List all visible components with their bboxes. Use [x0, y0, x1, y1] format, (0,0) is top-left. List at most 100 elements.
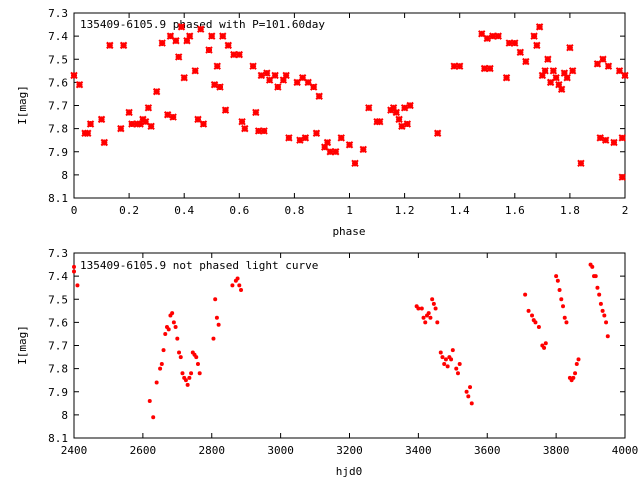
unphased-data-point: [171, 320, 176, 325]
phased-data-point: [566, 43, 574, 52]
unphased-data-point: [151, 415, 156, 420]
unphased-data-point: [530, 313, 535, 318]
unphased-data-point: [213, 297, 218, 302]
unphased-chart: 135409-6105.9 not phased light curve hjd…: [16, 247, 638, 478]
unphased-data-point: [430, 297, 435, 302]
unphased-data-point: [197, 371, 202, 376]
unphased-data-point: [433, 306, 438, 311]
phased-data-point: [505, 39, 513, 47]
phased-data-point: [241, 124, 249, 133]
phased-data-point: [621, 71, 629, 80]
phased-y-tick-label: 8.1: [48, 192, 68, 205]
phased-data-point: [516, 48, 525, 57]
phased-x-tick-label: 0.6: [229, 204, 249, 217]
unphased-data-point: [211, 336, 216, 341]
phased-data-point: [177, 23, 186, 31]
unphased-data-points: [72, 262, 610, 420]
unphased-data-point: [175, 336, 180, 341]
phased-data-point: [174, 53, 183, 61]
phased-data-point: [557, 85, 566, 94]
phased-chart-title: 135409-6105.9 phased with P=101.60day: [80, 18, 325, 31]
unphased-data-point: [435, 320, 440, 325]
phased-data-point: [502, 74, 511, 82]
unphased-data-point: [590, 264, 595, 269]
unphased-data-point: [216, 322, 221, 327]
phased-data-point: [403, 120, 412, 128]
unphased-y-tick-label: 7.8: [48, 363, 68, 376]
unphased-data-point: [445, 364, 450, 369]
phased-data-point: [351, 159, 359, 168]
phased-data-point: [249, 62, 257, 70]
phased-data-point: [219, 32, 227, 40]
phased-data-point: [210, 80, 219, 89]
unphased-data-point: [187, 375, 192, 380]
unphased-data-point: [561, 304, 566, 309]
unphased-data-point: [562, 315, 567, 320]
unphased-data-point: [559, 297, 564, 302]
unphased-data-point: [163, 331, 168, 336]
phased-data-point: [530, 32, 538, 40]
phased-data-point: [166, 32, 175, 40]
unphased-y-tick-label: 8: [61, 409, 68, 422]
unphased-data-point: [536, 325, 541, 329]
unphased-data-point: [189, 371, 194, 376]
unphased-x-axis-label: hjd0: [336, 465, 363, 478]
unphased-x-tick-label: 3600: [474, 444, 501, 457]
unphased-data-point: [214, 315, 219, 320]
phased-data-point: [376, 117, 384, 126]
phased-x-tick-label: 0: [71, 204, 78, 217]
phased-x-tick-label: 1.8: [560, 204, 580, 217]
unphased-data-point: [455, 371, 460, 376]
phased-data-point: [406, 101, 414, 110]
phased-data-point: [337, 134, 345, 142]
unphased-data-point: [185, 382, 190, 387]
unphased-data-point: [426, 311, 431, 316]
phased-data-point: [480, 64, 489, 73]
phased-data-point: [455, 62, 464, 70]
phased-data-point: [125, 108, 133, 117]
phased-data-point: [365, 104, 373, 112]
unphased-y-tick-label: 7.5: [48, 293, 68, 306]
unphased-y-tick-label: 7.4: [48, 270, 68, 283]
unphased-y-tick-label: 7.7: [48, 340, 68, 353]
unphased-x-tick-label: 3000: [267, 444, 294, 457]
phased-data-point: [326, 148, 334, 156]
unphased-data-point: [449, 357, 454, 362]
unphased-data-point: [183, 378, 188, 383]
phased-data-point: [450, 62, 458, 70]
unphased-x-tick-label: 3400: [405, 444, 432, 457]
phased-data-point: [205, 46, 213, 54]
unphased-data-point: [593, 274, 598, 279]
phased-data-point: [186, 32, 194, 40]
unphased-data-point: [421, 315, 426, 320]
unphased-data-point: [555, 278, 560, 283]
unphased-data-point: [177, 350, 182, 355]
unphased-data-point: [161, 348, 166, 353]
unphased-data-point: [543, 341, 548, 346]
phased-data-point: [169, 113, 177, 121]
unphased-data-point: [423, 320, 428, 325]
unphased-data-point: [604, 320, 609, 325]
phased-data-point: [86, 120, 95, 128]
phased-data-point: [128, 120, 136, 128]
phased-data-point: [293, 78, 301, 87]
unphased-x-tick-label: 3200: [336, 444, 363, 457]
unphased-data-point: [428, 315, 433, 320]
unphased-data-point: [564, 320, 569, 325]
unphased-data-point: [431, 301, 436, 306]
phased-data-point: [552, 74, 560, 82]
phased-data-point: [395, 115, 403, 124]
phased-data-point: [483, 34, 491, 43]
phased-data-point: [282, 71, 290, 80]
unphased-x-tick-label: 2400: [61, 444, 88, 457]
phased-data-point: [309, 83, 318, 91]
phased-data-point: [147, 122, 155, 131]
unphased-data-point: [605, 334, 610, 339]
phased-data-point: [615, 67, 624, 75]
phased-data-point: [252, 108, 260, 117]
phased-data-point: [511, 39, 519, 47]
unphased-data-point: [158, 366, 163, 371]
unphased-y-tick-label: 8.1: [48, 432, 68, 445]
unphased-data-point: [600, 308, 605, 313]
